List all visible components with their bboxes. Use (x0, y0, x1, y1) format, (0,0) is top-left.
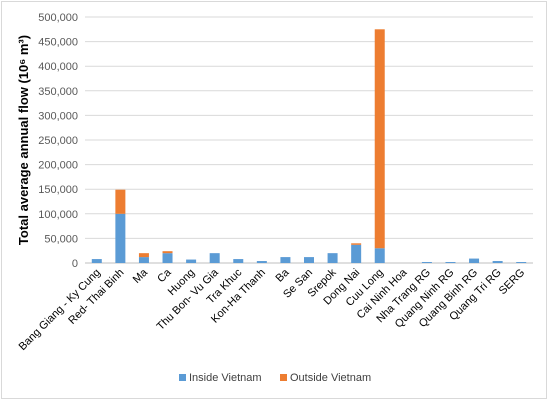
bar-inside-vietnam (421, 262, 432, 263)
legend-swatch (280, 374, 287, 381)
bar-inside-vietnam (492, 261, 503, 263)
bar-inside-vietnam (91, 259, 102, 263)
bar-inside-vietnam (115, 213, 126, 263)
y-tick-label: 150,000 (38, 184, 78, 196)
bar-inside-vietnam (445, 262, 456, 263)
x-tick-label: Ca (155, 266, 174, 285)
legend-swatch (179, 374, 186, 381)
bar-inside-vietnam (209, 253, 220, 263)
bar-outside-vietnam (374, 29, 385, 249)
bar-inside-vietnam (256, 261, 267, 263)
bar-inside-vietnam (304, 257, 314, 263)
gridlines (85, 16, 533, 264)
bar-inside-vietnam (327, 253, 338, 263)
bar-inside-vietnam (351, 244, 362, 263)
y-tick-label: 500,000 (38, 12, 78, 24)
y-tick-label: 300,000 (38, 110, 78, 122)
bar-outside-vietnam (162, 251, 173, 254)
bar-inside-vietnam (469, 258, 480, 263)
bar-inside-vietnam (280, 257, 291, 263)
bar-inside-vietnam (138, 257, 149, 263)
x-tick-label: SERG (497, 267, 528, 298)
legend-label: Inside Vietnam (189, 372, 262, 384)
legend: Inside Vietnam Outside Vietnam (179, 372, 371, 384)
y-tick-label: 400,000 (38, 61, 78, 73)
x-tick-label: Ma (131, 266, 151, 286)
bar-outside-vietnam (351, 243, 362, 245)
y-tick-label: 200,000 (38, 160, 78, 172)
y-tick-label: 450,000 (38, 37, 78, 49)
bar-inside-vietnam (374, 248, 385, 263)
y-tick-label: 50,000 (44, 233, 78, 245)
y-tick-label: 350,000 (38, 86, 78, 98)
y-tick-label: 250,000 (38, 135, 78, 147)
bar-outside-vietnam (138, 253, 149, 258)
bar-inside-vietnam (233, 259, 244, 263)
y-axis-label: Total average annual flow (10⁶ m³) (16, 35, 31, 245)
legend-label: Outside Vietnam (290, 372, 371, 384)
y-tick-label: 100,000 (38, 209, 78, 221)
x-tick-label: Ba (274, 266, 293, 285)
bar-inside-vietnam (516, 262, 527, 263)
bar-inside-vietnam (186, 259, 197, 263)
bars (91, 29, 527, 263)
y-tick-label: 0 (72, 258, 78, 270)
y-tick-labels: 0 50,000 100,000 150,000 200,000 250,000 300,0… (38, 12, 78, 270)
bar-inside-vietnam (162, 253, 173, 263)
bar-outside-vietnam (115, 189, 126, 214)
